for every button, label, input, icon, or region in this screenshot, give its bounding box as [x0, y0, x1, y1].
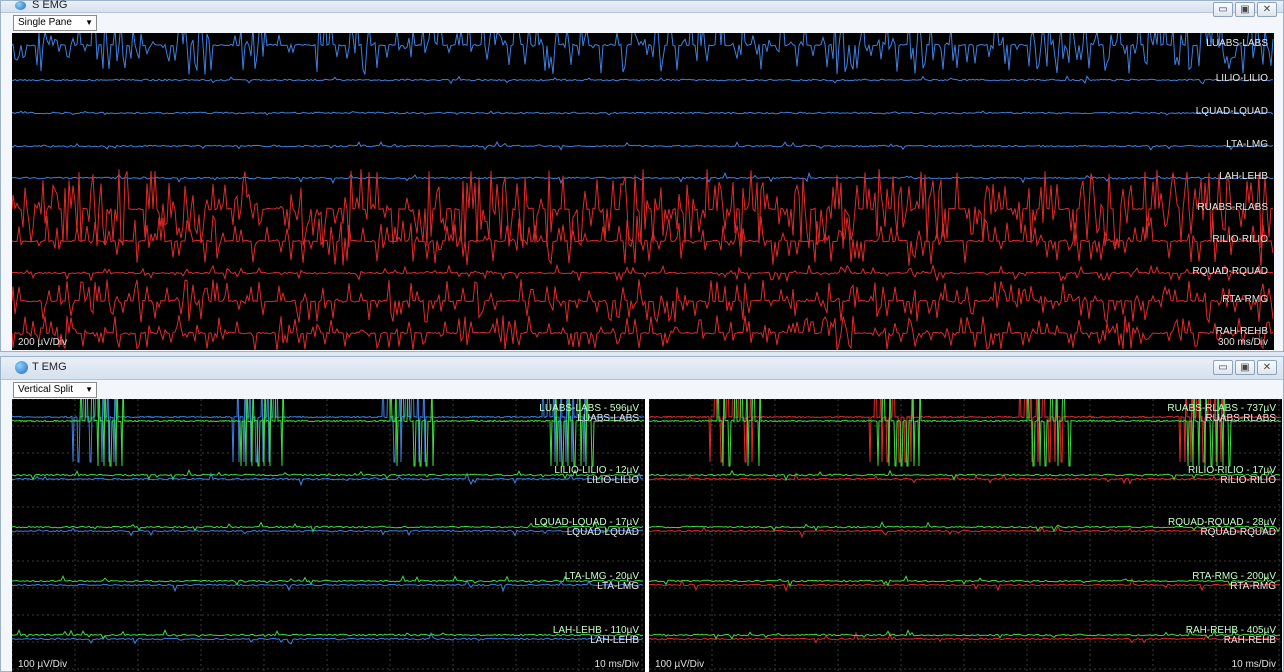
channel-amplitude-label: LAH-LEHB - 110µV: [552, 625, 639, 636]
trace-rilio-rilio-overlay: [649, 469, 1281, 482]
trace-lquad-lquad: [12, 110, 1274, 116]
s-emg-window: S EMG ▭ ▣ ✕ Single Pane ▼ LUABS-LABS LILI…: [0, 0, 1284, 352]
t-emg-right-traces: [649, 399, 1282, 672]
trace-ruabs-rlabs-overlay: [649, 399, 1282, 467]
channel-label: LAH-LEHB: [1219, 171, 1268, 182]
trace-rah-rehb: [12, 315, 1274, 350]
t-emg-titlebar[interactable]: T EMG ▭ ▣ ✕: [1, 357, 1283, 380]
channel-amplitude-label: LQUAD-LQUAD - 17µV: [534, 517, 639, 528]
split-divider[interactable]: [645, 399, 649, 672]
trace-lquad-lquad: [12, 526, 643, 537]
trace-lah-lehb: [12, 171, 1274, 185]
trace-rquad-rquad: [12, 263, 1274, 283]
amp-scale: 200 µV/Div: [18, 337, 68, 348]
time-scale: 10 ms/Div: [1231, 659, 1276, 670]
channel-amplitude-label: LILIO-LILIO - 12µV: [554, 465, 639, 476]
trace-rquad-rquad-overlay: [649, 520, 1281, 534]
channel-label: RTA-RMG: [1222, 294, 1268, 305]
trace-lah-lehb-overlay: [12, 628, 644, 640]
t-emg-window: T EMG ▭ ▣ ✕ Vertical Split ▼ LUABS-LABS …: [0, 356, 1284, 672]
pane-mode-value: Single Pane: [18, 17, 72, 28]
trace-lta-lmg: [12, 579, 644, 593]
trace-lquad-lquad-overlay: [12, 520, 644, 534]
s-emg-trace-pane: LUABS-LABS LILIO-LILIO LQUAD-LQUAD LTA-LMG L…: [12, 33, 1274, 350]
trace-luabs-labs: [12, 399, 645, 463]
channel-label: LILIO-LILIO: [586, 475, 639, 486]
channel-label: LQUAD-LQUAD: [566, 527, 639, 538]
minimize-button[interactable]: ▭: [1213, 360, 1233, 375]
pane-mode-select[interactable]: Single Pane ▼: [13, 15, 97, 31]
channel-label: LUABS-LABS: [577, 413, 639, 424]
trace-rah-rehb-overlay: [649, 628, 1281, 640]
close-button[interactable]: ✕: [1257, 2, 1277, 17]
s-emg-titlebar[interactable]: S EMG ▭ ▣ ✕: [1, 0, 1283, 17]
chevron-down-icon: ▼: [85, 385, 93, 394]
channel-label: RILIO-RILIO: [1212, 234, 1268, 245]
channel-label: LTA-LMG: [597, 581, 639, 592]
channel-label: RQUAD-RQUAD: [1192, 266, 1268, 277]
trace-rta-rmg: [12, 279, 1274, 325]
amp-scale: 100 µV/Div: [655, 659, 705, 670]
channel-amplitude-label: RUABS-RLABS - 737µV: [1167, 403, 1276, 414]
trace-luabs-labs-overlay: [12, 399, 644, 467]
channel-amplitude-label: RILIO-RILIO - 17µV: [1187, 465, 1276, 476]
channel-label: RAH-REHB: [1223, 635, 1276, 646]
trace-lta-lmg-overlay: [12, 574, 644, 586]
trace-ruabs-rlabs: [12, 168, 1274, 249]
window-title: S EMG: [32, 0, 68, 11]
amp-scale: 100 µV/Div: [18, 659, 68, 670]
channel-label: RILIO-RILIO: [1220, 475, 1276, 486]
time-scale: 300 ms/Div: [1217, 337, 1268, 348]
channel-amplitude-label: LTA-LMG - 20µV: [564, 571, 639, 582]
channel-label: RQUAD-RQUAD: [1200, 527, 1276, 538]
s-emg-traces: [12, 33, 1274, 350]
t-emg-right-pane: RUABS-RLABS - 737µV RUABS-RLABS RILIO-RILI…: [649, 399, 1282, 672]
trace-rah-rehb: [649, 631, 1281, 644]
channel-label: RUABS-RLABS: [1205, 413, 1276, 424]
trace-lilio-lilio-overlay: [12, 468, 644, 481]
trace-rta-rmg: [649, 577, 1280, 593]
channel-label: RTA-RMG: [1230, 581, 1276, 592]
channel-label: LILIO-LILIO: [1215, 73, 1268, 84]
maximize-button[interactable]: ▣: [1235, 2, 1255, 17]
channel-amplitude-label: RQUAD-RQUAD - 28µV: [1168, 517, 1276, 528]
channel-label: RUABS-RLABS: [1197, 202, 1268, 213]
trace-lilio-lilio: [12, 471, 643, 487]
trace-lta-lmg: [12, 141, 1274, 151]
trace-ruabs-rlabs: [649, 399, 1282, 463]
pane-mode-value: Vertical Split: [18, 384, 74, 395]
trace-luabs-labs: [12, 33, 1274, 75]
channel-label: RAH-REHB: [1215, 326, 1268, 337]
channel-amplitude-label: LUABS-LABS - 596µV: [539, 403, 639, 414]
t-emg-left-pane: LUABS-LABS - 596µV LUABS-LABS LILIO-LILIO …: [12, 399, 645, 672]
minimize-button[interactable]: ▭: [1213, 2, 1233, 17]
window-title: T EMG: [32, 361, 67, 373]
maximize-button[interactable]: ▣: [1235, 360, 1255, 375]
time-scale: 10 ms/Div: [594, 659, 639, 670]
channel-label: LTA-LMG: [1226, 139, 1268, 150]
channel-label: LQUAD-LQUAD: [1195, 106, 1268, 117]
app-icon: [15, 361, 28, 374]
chevron-down-icon: ▼: [85, 18, 93, 27]
close-button[interactable]: ✕: [1257, 360, 1277, 375]
pane-mode-select[interactable]: Vertical Split ▼: [13, 382, 97, 398]
channel-label: LAH-LEHB: [590, 635, 639, 646]
trace-lah-lehb: [12, 631, 644, 645]
channel-label: LUABS-LABS: [1206, 38, 1268, 49]
trace-rta-rmg-overlay: [649, 575, 1281, 588]
channel-amplitude-label: RTA-RMG - 200µV: [1192, 571, 1276, 582]
channel-amplitude-label: RAH-REHB - 405µV: [1185, 625, 1276, 636]
t-emg-left-traces: [12, 399, 645, 672]
app-icon: [15, 1, 26, 10]
trace-lilio-lilio: [12, 75, 1274, 85]
trace-rilio-rilio: [12, 214, 1274, 266]
trace-rquad-rquad: [649, 525, 1281, 539]
